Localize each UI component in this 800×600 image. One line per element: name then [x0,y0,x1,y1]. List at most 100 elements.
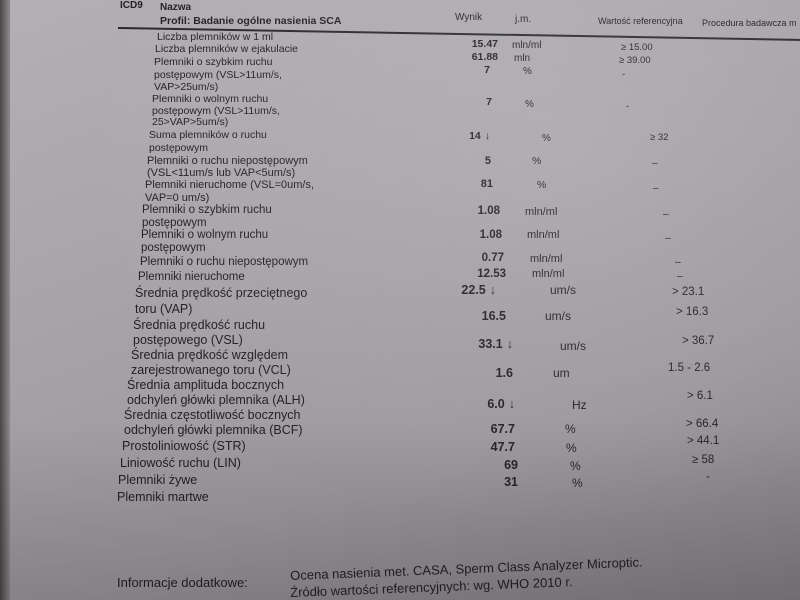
parameter-name-line: Plemniki o szybkim ruchu [154,56,273,68]
parameter-name-line: Średnia prędkość ruchu [133,318,266,332]
result-unit: mln/ml [530,253,563,265]
parameter-name-line: odchyleń główki plemnika (ALH) [127,393,305,407]
result-unit: % [542,133,551,144]
result-value-text: 15.47 [471,38,498,50]
parameter-name-line: Średnia prędkość względem [131,348,289,362]
low-flag-arrow-icon: ↓ [508,397,515,411]
parameter-name: Plemniki o wolnym ruchu postępowym [141,229,268,255]
result-value-text: 67.7 [490,422,515,436]
result-value-text: 61.88 [471,51,498,63]
result-value-text: 47.7 [490,440,515,454]
parameter-name-line: toru (VAP) [135,302,193,316]
parameter-name: Plemniki o wolnym ruchu postępowym (VSL>1… [152,93,280,129]
reference-range: ≥ 58 [692,454,715,466]
result-value: 61.88 [471,51,498,64]
result-unit: % [525,99,534,110]
result-value: 12.53 [477,268,506,281]
result-value: 1.08 [478,205,500,218]
reference-range: ≥ 39.00 [619,55,651,66]
unit-column-label: j.m. [515,14,532,25]
result-value-text: 1.6 [495,366,513,380]
result-unit: % [532,155,542,167]
result-value: 7 [486,96,492,109]
parameter-name: Średnia prędkość względem zarejestrowaneg… [131,348,291,378]
parameter-name-line: Suma plemników o ruchu [149,129,267,141]
parameter-name: Średnia amplituda bocznych odchyleń główk… [127,378,305,408]
result-value-text: 7 [484,64,490,76]
parameter-name-line: postępowym (VSL>11um/s, [154,68,282,81]
parameter-name-line: zarejestrowanego toru (VCL) [131,363,291,377]
result-unit: um/s [550,283,577,297]
additional-info-label: Informacje dodatkowe: [117,575,248,590]
parameter-name-line: VAP>25um/s) [154,81,219,93]
reference-range: ≥ 15.00 [621,42,653,53]
result-value: 67.7 [490,422,515,437]
result-value-text: 14 [469,130,481,142]
parameter-name-line: Liczba plemników w 1 ml [157,31,274,43]
parameter-name-line: Plemniki o wolnym ruchu [141,229,269,241]
result-unit: um [553,366,570,380]
result-unit: % [566,441,577,455]
parameter-name-line: postępowym [149,141,208,154]
paper-edge-shadow [0,0,10,600]
reference-range: > 44.1 [687,435,720,447]
parameter-name-line: (VSL<11um/s lub VAP<5um/s) [147,167,296,179]
result-value: 15.47 [471,38,498,51]
parameter-name-line: Liczba plemników w ejakulacie [155,43,298,55]
parameter-name-line: Średnia częstotliwość bocznych [124,408,301,422]
result-unit: mln/ml [512,40,542,51]
parameter-name-line: Prostoliniowość (STR) [122,439,246,453]
result-value-text: 7 [486,96,492,108]
parameter-name-line: Plemniki nieruchome (VSL=0um/s, [145,179,315,191]
reference-range: – [663,208,669,220]
profile-title: Profil: Badanie ogólne nasienia SCA [160,15,342,27]
result-value-text: 6.0 [487,397,505,411]
parameter-name-line: Średnia prędkość przeciętnego [135,286,308,300]
parameter-name: Średnia częstotliwość bocznych odchyleń g… [124,408,303,438]
result-value: 5 [485,155,491,167]
reference-range: - [622,69,626,80]
reference-column-label: Wartość referencyjna [598,16,683,26]
result-value-text: 81 [480,178,493,190]
result-value: 16.5 [481,309,506,324]
result-value: 69 [504,458,518,473]
result-value-text: 0.77 [481,252,504,264]
reference-range: > 6.1 [687,390,713,402]
name-column-label: Nazwa [160,2,192,13]
result-value-text: 69 [504,458,518,472]
result-value-text: 22.5 [461,283,486,297]
result-unit: % [570,459,581,473]
parameter-name: Plemniki o szybkim ruchu postępowym (VSL>… [154,56,282,94]
result-value-text: 5 [484,155,491,167]
result-value: 7 [484,64,490,77]
parameter-name-line: Plemniki nieruchome [138,271,245,283]
parameter-name: Plemniki o ruchu niepostępowym [140,255,308,270]
reference-range: > 23.1 [672,286,705,298]
reference-range: - [706,471,710,483]
parameter-name-line: postępowym (VSL>11um/s, [152,104,280,117]
result-value-text: 16.5 [481,309,506,323]
parameter-name-line: postępowym [142,216,207,229]
result-value: 1.08 [480,229,502,242]
reference-range: – [677,270,683,282]
parameter-name: Plemniki nieruchome [138,270,245,285]
result-unit: um/s [545,309,572,323]
parameter-name-line: odchyleń główki plemnika (BCF) [124,423,303,437]
low-flag-arrow-icon: ↓ [484,130,490,142]
reference-range: ≥ 32 [650,132,669,143]
parameter-name-line: VAP=0 um/s) [145,191,210,204]
parameter-name: Suma plemników o ruchu postępowym [149,129,267,154]
result-value-text: 12.53 [477,268,506,280]
result-value: 22.5 ↓ [461,283,496,298]
parameter-name: Plemniki o szybkim ruchu postępowym [142,204,272,229]
reference-range: 1.5 - 2.6 [668,362,711,374]
result-value: 31 [504,475,518,490]
parameter-name-line: Plemniki o wolnym ruchu [152,93,269,105]
result-unit: mln/ml [532,268,565,280]
parameter-name: Plemniki nieruchome (VSL=0um/s, VAP=0 um/… [145,179,314,204]
result-value: 0.77 [482,252,504,265]
reference-range: – [653,183,659,194]
result-unit: um/s [560,339,587,353]
parameter-name-line: Plemniki żywe [118,473,198,487]
parameter-name: Liczba plemników w ejakulacie [155,43,298,56]
